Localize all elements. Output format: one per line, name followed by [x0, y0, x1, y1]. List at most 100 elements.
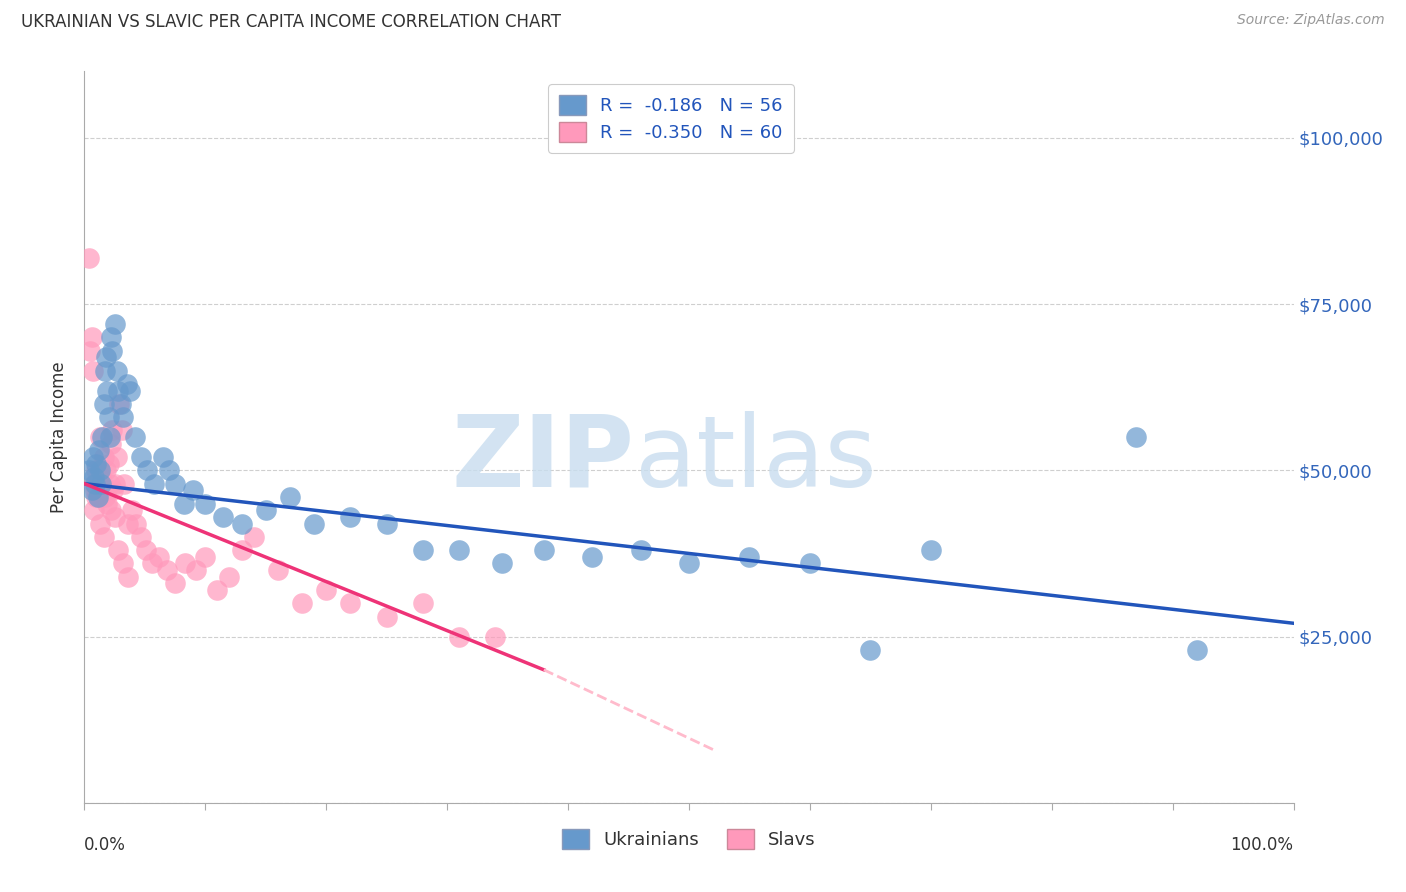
Point	[96, 497, 118, 511]
Point	[103, 483, 125, 498]
Point	[96, 384, 118, 398]
Point	[98, 476, 121, 491]
Point	[231, 543, 253, 558]
Point	[315, 582, 337, 597]
Text: Source: ZipAtlas.com: Source: ZipAtlas.com	[1237, 13, 1385, 28]
Y-axis label: Per Capita Income: Per Capita Income	[51, 361, 69, 513]
Point	[96, 483, 118, 498]
Point	[165, 576, 187, 591]
Point	[82, 363, 104, 377]
Point	[412, 596, 434, 610]
Point	[107, 384, 129, 398]
Point	[91, 476, 114, 491]
Point	[104, 317, 127, 331]
Point	[84, 483, 107, 498]
Point	[94, 463, 117, 477]
Point	[93, 530, 115, 544]
Point	[125, 516, 148, 531]
Point	[112, 557, 135, 571]
Point	[129, 530, 152, 544]
Point	[155, 563, 177, 577]
Text: ZIP: ZIP	[451, 410, 634, 508]
Point	[920, 543, 942, 558]
Point	[90, 470, 112, 484]
Point	[117, 570, 139, 584]
Point	[491, 557, 513, 571]
Point	[84, 476, 107, 491]
Point	[89, 430, 111, 444]
Point	[267, 563, 290, 577]
Point	[86, 463, 108, 477]
Point	[100, 436, 122, 450]
Point	[218, 570, 240, 584]
Point	[194, 549, 217, 564]
Point	[86, 490, 108, 504]
Point	[165, 476, 187, 491]
Point	[105, 450, 128, 464]
Point	[112, 410, 135, 425]
Point	[79, 343, 101, 358]
Point	[100, 503, 122, 517]
Point	[278, 490, 301, 504]
Point	[194, 497, 217, 511]
Point	[82, 450, 104, 464]
Point	[104, 476, 127, 491]
Point	[98, 430, 121, 444]
Legend: Ukrainians, Slavs: Ukrainians, Slavs	[551, 818, 827, 860]
Text: atlas: atlas	[634, 410, 876, 508]
Point	[100, 330, 122, 344]
Point	[86, 476, 108, 491]
Point	[93, 397, 115, 411]
Point	[1125, 430, 1147, 444]
Point	[678, 557, 700, 571]
Point	[115, 376, 138, 391]
Point	[124, 430, 146, 444]
Point	[231, 516, 253, 531]
Point	[105, 363, 128, 377]
Point	[86, 457, 108, 471]
Point	[173, 497, 195, 511]
Point	[136, 463, 159, 477]
Point	[291, 596, 314, 610]
Point	[148, 549, 170, 564]
Point	[117, 516, 139, 531]
Point	[80, 330, 103, 344]
Point	[112, 476, 135, 491]
Point	[83, 470, 105, 484]
Point	[111, 424, 134, 438]
Point	[738, 549, 761, 564]
Point	[94, 363, 117, 377]
Point	[533, 543, 555, 558]
Point	[108, 397, 131, 411]
Point	[121, 503, 143, 517]
Point	[90, 476, 112, 491]
Point	[181, 483, 204, 498]
Point	[141, 557, 163, 571]
Point	[1185, 643, 1208, 657]
Point	[484, 630, 506, 644]
Point	[173, 557, 195, 571]
Point	[87, 490, 110, 504]
Text: 0.0%: 0.0%	[84, 836, 127, 854]
Point	[339, 509, 361, 524]
Point	[242, 530, 264, 544]
Point	[104, 509, 127, 524]
Point	[101, 424, 124, 438]
Point	[207, 582, 229, 597]
Point	[107, 543, 129, 558]
Point	[212, 509, 235, 524]
Point	[375, 609, 398, 624]
Point	[97, 410, 120, 425]
Point	[630, 543, 652, 558]
Text: 100.0%: 100.0%	[1230, 836, 1294, 854]
Point	[101, 343, 124, 358]
Point	[120, 384, 142, 398]
Point	[143, 476, 166, 491]
Point	[83, 503, 105, 517]
Point	[89, 516, 111, 531]
Point	[87, 443, 110, 458]
Point	[859, 643, 882, 657]
Point	[94, 490, 117, 504]
Point	[449, 543, 471, 558]
Point	[77, 463, 100, 477]
